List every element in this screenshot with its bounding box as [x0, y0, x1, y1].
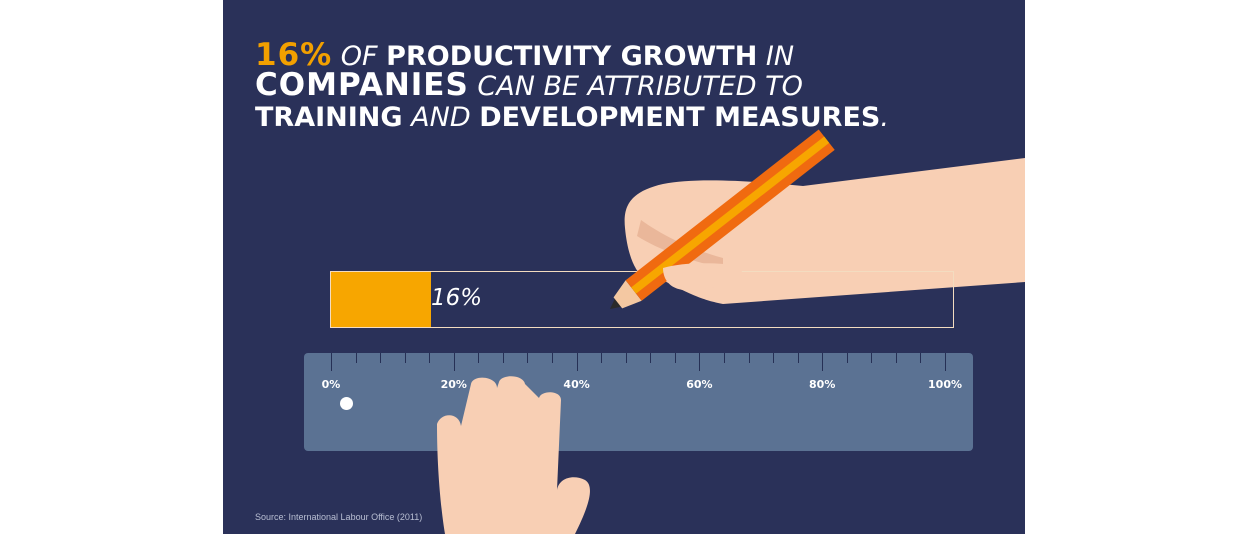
- ruler-tick: [601, 353, 603, 363]
- ruler-tick: [453, 353, 455, 371]
- thumb-shape: [663, 263, 743, 291]
- ruler-tick: [674, 353, 676, 363]
- pencil-lead: [610, 296, 624, 309]
- headline-light-text: CAN BE ATTRIBUTED TO: [468, 71, 803, 102]
- ruler-hole-icon: [340, 397, 353, 410]
- ruler-tick: [822, 353, 824, 371]
- headline-light-text: OF: [332, 41, 387, 72]
- progress-bar-fill: [331, 272, 431, 327]
- headline-line-3: TRAINING AND DEVELOPMENT MEASURES.: [255, 104, 889, 131]
- ruler-tick: [920, 353, 922, 363]
- ruler-tick: [355, 353, 357, 363]
- ruler-tick: [650, 353, 652, 363]
- source-note: Source: International Labour Office (201…: [255, 512, 423, 522]
- ruler-tick: [945, 353, 946, 371]
- headline-light-text: AND: [402, 102, 480, 133]
- hand-on-ruler-illustration: [437, 376, 590, 534]
- ruler-tick: [331, 353, 332, 371]
- headline-line-1: 16% OF PRODUCTIVITY GROWTH IN: [255, 40, 794, 71]
- ruler-tick-label: 60%: [686, 378, 713, 391]
- pencil-wood-tip: [613, 280, 642, 309]
- ruler-tick: [429, 353, 431, 363]
- pencil-icon: [610, 129, 835, 309]
- infographic-panel: 16% OF PRODUCTIVITY GROWTH IN COMPANIES …: [223, 0, 1025, 534]
- ruler-tick: [527, 353, 529, 363]
- ruler-tick: [380, 353, 382, 363]
- ruler-tick-label: 80%: [809, 378, 836, 391]
- ruler-tick: [404, 353, 406, 363]
- pencil-overlay: [610, 129, 835, 309]
- ruler-tick: [502, 353, 504, 363]
- ruler-tick: [552, 353, 554, 363]
- headline-bold-text: PRODUCTIVITY GROWTH: [386, 41, 758, 72]
- pencil-stripe: [631, 136, 830, 294]
- ruler-tick: [576, 353, 578, 371]
- ruler-tick: [846, 353, 848, 363]
- headline-wide-text: COMPANIES: [255, 67, 469, 103]
- ruler-tick: [625, 353, 627, 363]
- lower-hand-shape: [437, 376, 590, 534]
- headline-light-text: IN: [757, 41, 795, 72]
- headline-bold-text: TRAINING: [255, 102, 403, 133]
- headline-period: .: [880, 102, 889, 133]
- ruler-tick: [895, 353, 897, 363]
- headline-bold-text: DEVELOPMENT MEASURES: [479, 102, 881, 133]
- ruler-tick: [478, 353, 480, 363]
- ruler-tick-label: 20%: [440, 378, 467, 391]
- ruler-tick: [797, 353, 799, 363]
- ruler-tick: [871, 353, 873, 363]
- ruler-tick: [773, 353, 775, 363]
- ruler-tick-label: 100%: [928, 378, 962, 391]
- headline-highlight-value: 16%: [255, 37, 333, 73]
- ruler-tick-label: 0%: [321, 378, 341, 391]
- progress-bar-value-label: 16%: [431, 285, 483, 311]
- ruler-tick: [699, 353, 701, 371]
- ruler-tick: [723, 353, 725, 363]
- ruler-tick: [748, 353, 750, 363]
- ruler-tick-label: 40%: [563, 378, 590, 391]
- ruler-axis: 0% 20% 40% 60% 80% 100%: [304, 353, 973, 451]
- headline-line-2: COMPANIES CAN BE ATTRIBUTED TO: [255, 70, 803, 101]
